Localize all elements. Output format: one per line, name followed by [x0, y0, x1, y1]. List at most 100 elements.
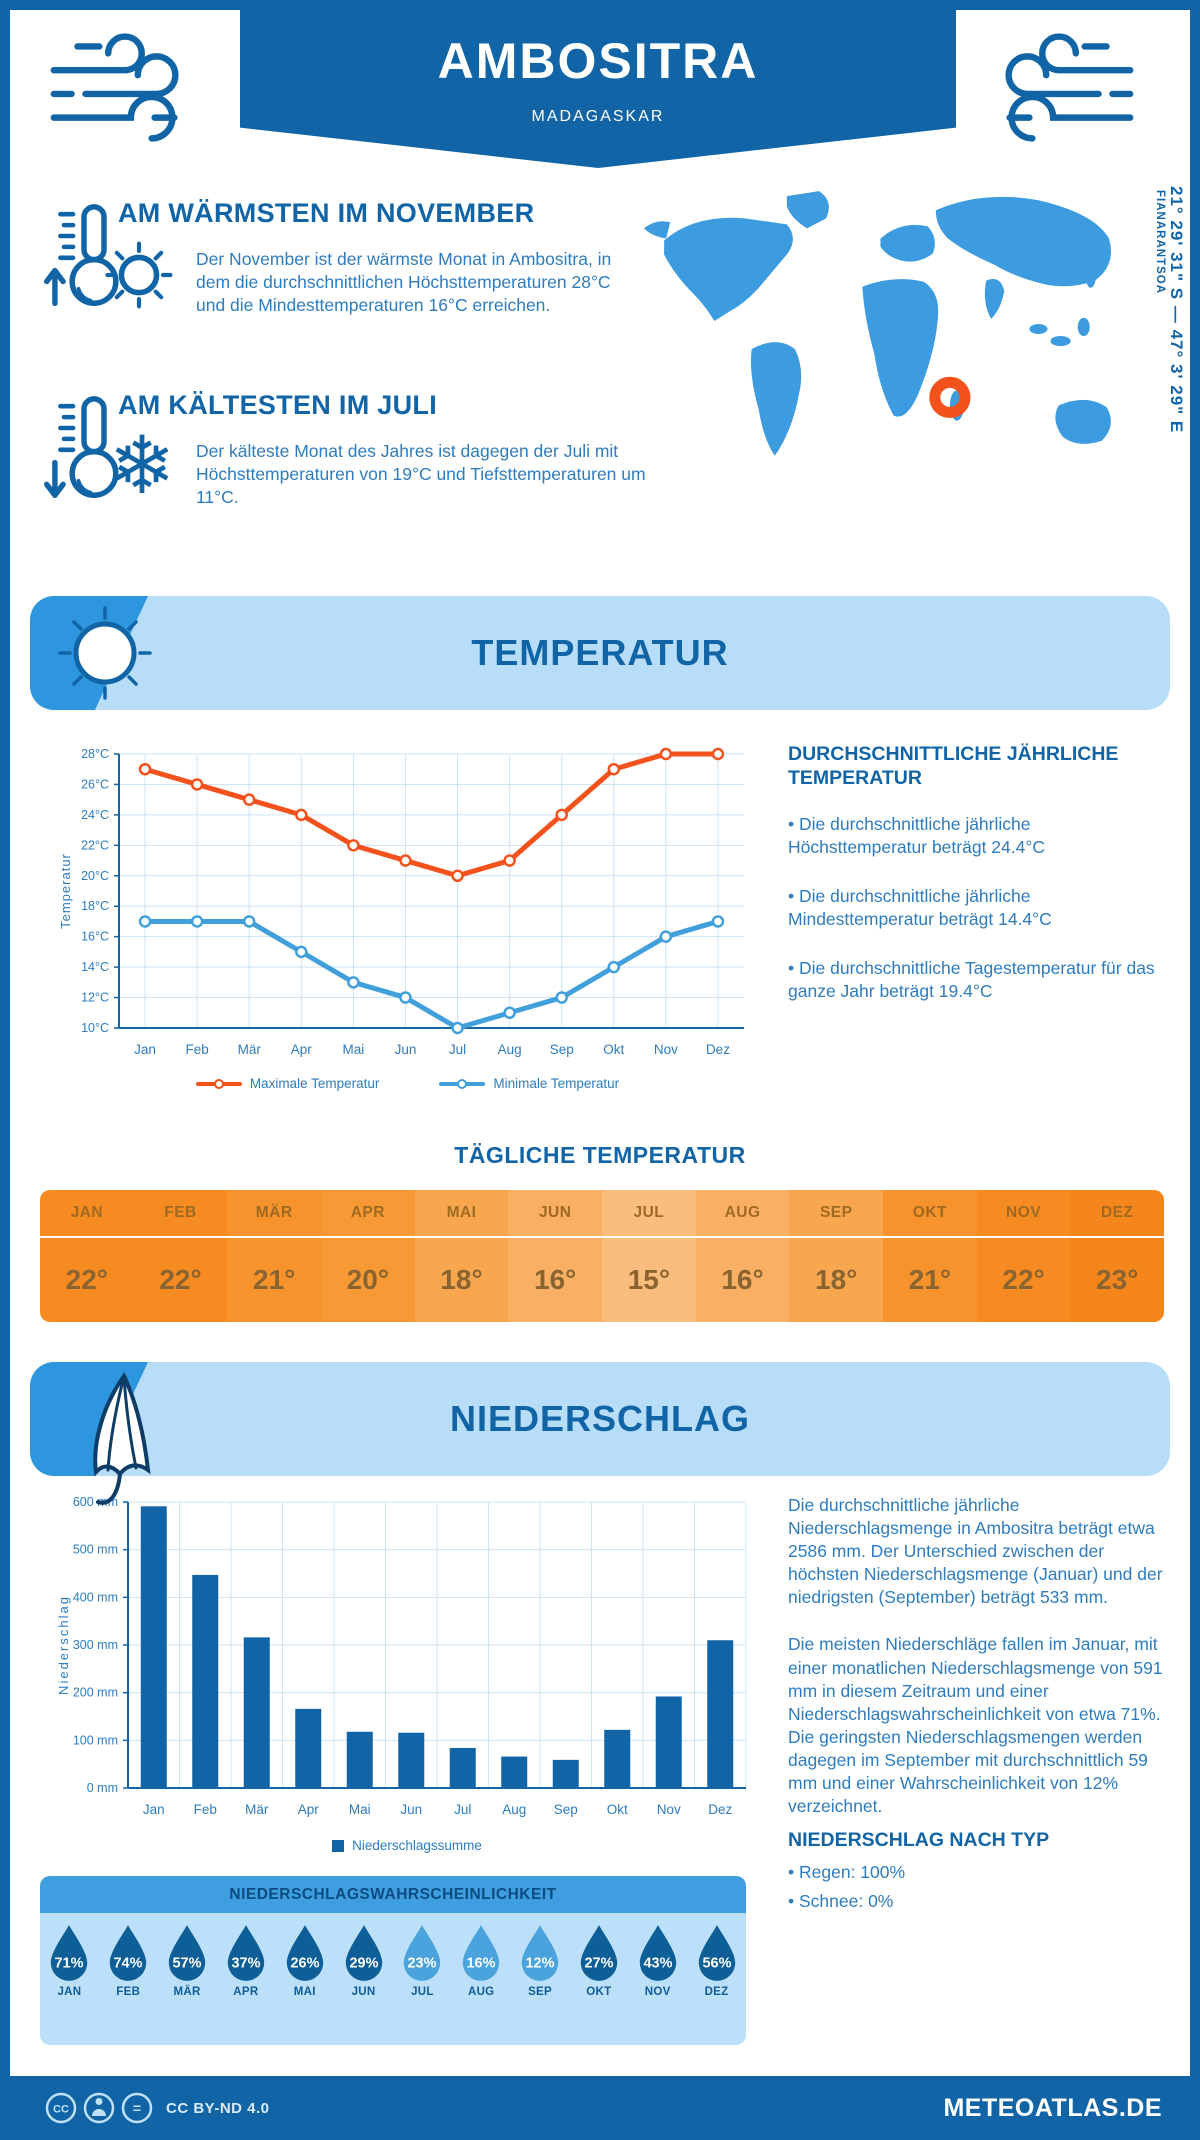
sun-icon — [58, 606, 152, 700]
svg-text:Jul: Jul — [449, 1042, 466, 1057]
precipitation-legend: Niederschlagssumme — [52, 1838, 762, 1853]
probability-month-label: FEB — [116, 1986, 141, 1998]
legend-label: Niederschlagssumme — [352, 1838, 482, 1853]
svg-text:Jan: Jan — [143, 1802, 165, 1817]
svg-text:18°C: 18°C — [81, 899, 109, 913]
coordinates-text: 21° 29' 31" S — 47° 3' 29" E — [1167, 186, 1186, 434]
probability-month: 29% JUN — [334, 1923, 393, 2045]
daily-temp-month: NOV — [1006, 1204, 1042, 1221]
svg-text:Feb: Feb — [185, 1042, 208, 1057]
svg-text:22°C: 22°C — [81, 838, 109, 852]
daily-temp-cell: OKT 21° — [883, 1190, 977, 1322]
probability-month-label: OKT — [586, 1986, 612, 1998]
raindrop-icon: 23% — [404, 1925, 441, 1981]
probability-month: 12% SEP — [511, 1923, 570, 2045]
footer: CC = CC BY-ND 4.0 METEOATLAS.DE — [0, 2076, 1200, 2140]
thermometer-up-icon — [44, 204, 119, 307]
svg-text:Jul: Jul — [454, 1802, 471, 1817]
legend-item: Niederschlagssumme — [332, 1838, 482, 1853]
svg-text:16%: 16% — [467, 1955, 496, 1971]
daily-temp-month: JUN — [538, 1204, 572, 1221]
daily-temp-heading: TÄGLICHE TEMPERATUR — [454, 1142, 746, 1168]
raindrop-icon: 56% — [698, 1925, 735, 1981]
raindrop-icon: 12% — [521, 1925, 559, 1981]
legend-marker-icon — [195, 1078, 242, 1089]
daily-temp-month: JAN — [70, 1204, 104, 1221]
raindrop-icon: 43% — [639, 1925, 676, 1981]
svg-text:Dez: Dez — [706, 1042, 730, 1057]
svg-text:57%: 57% — [173, 1955, 202, 1971]
probability-month: 37% APR — [216, 1923, 275, 2045]
precip-bar — [295, 1708, 322, 1788]
location-block: 21° 29' 31" S — 47° 3' 29" E FIANARANTSO… — [1154, 186, 1186, 616]
svg-text:10°C: 10°C — [81, 1021, 109, 1035]
probability-month-label: NOV — [644, 1986, 671, 1998]
svg-text:Niederschlag: Niederschlag — [56, 1595, 71, 1695]
probability-panel: NIEDERSCHLAGSWAHRSCHEINLICHKEIT 71% JAN 74… — [40, 1876, 746, 2045]
precip-bar — [501, 1756, 528, 1788]
legend-label: Maximale Temperatur — [249, 1076, 380, 1091]
svg-text:Feb: Feb — [194, 1802, 217, 1817]
world-map — [643, 191, 1112, 456]
svg-text:Mär: Mär — [245, 1802, 269, 1817]
daily-temp-month: MAI — [446, 1204, 477, 1221]
annual-temperature-panel: DURCHSCHNITTLICHE JÄHRLICHE TEMPERATUR •… — [788, 742, 1174, 1029]
svg-text:71%: 71% — [55, 1955, 84, 1971]
annual-temp-bullet: • Die durchschnittliche jährliche Höchst… — [788, 813, 1045, 857]
warmest-heading: AM WÄRMSTEN IM NOVEMBER — [118, 198, 535, 228]
wind-icon — [1005, 33, 1134, 142]
svg-text:26°C: 26°C — [81, 777, 109, 791]
svg-text:74%: 74% — [114, 1955, 143, 1971]
site-name: METEOATLAS.DE — [943, 2093, 1162, 2122]
coldest-text: Der kälteste Monat des Jahres ist dagege… — [196, 441, 646, 508]
annual-temp-bullet: • Die durchschnittliche Tagestemperatur … — [788, 958, 1155, 1002]
probability-months: 71% JAN 74% FEB 57% MÄR 37% APR 26% MAI 29% JUN 23% J… — [40, 1913, 746, 2045]
daily-temp-cell: MAI 18° — [414, 1190, 509, 1322]
svg-text:Mai: Mai — [342, 1042, 364, 1057]
sun-icon — [105, 241, 173, 309]
svg-text:Okt: Okt — [607, 1802, 628, 1817]
daily-temp-cell: FEB 22° — [133, 1190, 228, 1322]
daily-temp-month: DEZ — [1100, 1204, 1134, 1221]
precip-bar — [552, 1759, 579, 1788]
daily-temp-cell: SEP 18° — [789, 1190, 884, 1322]
daily-temp-cell: NOV 22° — [976, 1190, 1071, 1322]
svg-text:43%: 43% — [643, 1955, 672, 1971]
probability-heading: NIEDERSCHLAGSWAHRSCHEINLICHKEIT — [40, 1876, 746, 1913]
precip-bar — [707, 1640, 734, 1788]
cc-license-icons: CC = — [45, 2092, 153, 2124]
probability-month: 74% FEB — [99, 1923, 158, 2045]
probability-month-label: MÄR — [173, 1986, 201, 1998]
svg-text:Aug: Aug — [502, 1802, 526, 1817]
legend-label: Minimale Temperatur — [493, 1076, 620, 1091]
daily-temperature-table: JAN 22° FEB 22° MÄR 21° APR 20° MAI 18° JUN 16° JUL 1… — [40, 1190, 1164, 1322]
raindrop-icon: 74% — [110, 1925, 147, 1981]
svg-text:24°C: 24°C — [81, 808, 109, 822]
svg-text:28°C: 28°C — [81, 747, 109, 761]
raindrop-icon: 29% — [345, 1925, 382, 1981]
svg-text:Sep: Sep — [550, 1042, 574, 1057]
probability-month-label: DEZ — [704, 1986, 729, 1998]
daily-temp-value: 20° — [321, 1236, 415, 1322]
probability-month-label: APR — [233, 1986, 259, 1998]
precipitation-panel: Die durchschnittliche jährliche Niedersc… — [788, 1494, 1174, 1939]
daily-temp-month: FEB — [164, 1204, 197, 1221]
svg-text:Nov: Nov — [654, 1042, 678, 1057]
svg-text:Nov: Nov — [657, 1802, 681, 1817]
precip-type-heading: NIEDERSCHLAG NACH TYP — [788, 1829, 1050, 1852]
svg-text:23%: 23% — [408, 1955, 437, 1971]
svg-text:16°C: 16°C — [81, 930, 109, 944]
probability-month: 71% JAN — [40, 1923, 99, 2045]
daily-temp-value: 23° — [1070, 1236, 1164, 1322]
daily-temp-month: JUL — [633, 1204, 665, 1221]
svg-text:CC: CC — [53, 2104, 69, 2116]
precip-paragraph: Die meisten Niederschläge fallen im Janu… — [788, 1634, 1163, 1817]
svg-text:Jan: Jan — [134, 1042, 156, 1057]
precip-bar — [346, 1731, 373, 1788]
svg-text:Aug: Aug — [498, 1042, 522, 1057]
svg-text:=: = — [133, 2100, 141, 2116]
legend-item: Minimale Temperatur — [439, 1076, 619, 1091]
daily-temp-value: 21° — [883, 1236, 977, 1322]
svg-text:100 mm: 100 mm — [73, 1733, 118, 1747]
probability-month: 56% DEZ — [687, 1923, 746, 2045]
